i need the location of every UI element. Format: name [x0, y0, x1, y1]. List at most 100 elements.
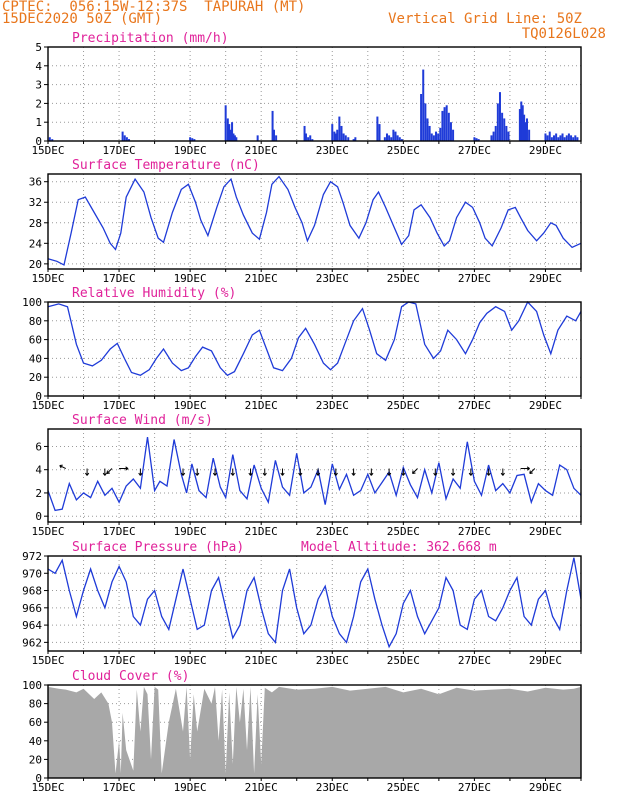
wind-barb-shaft — [412, 468, 418, 474]
x-tick-label: 15DEC — [31, 781, 64, 794]
precip-bar — [334, 133, 337, 141]
precip-bar — [548, 131, 551, 141]
wind-barb — [315, 468, 321, 476]
precip-bar — [473, 137, 476, 141]
wind-barb-head — [452, 472, 456, 476]
precip-bar — [452, 129, 455, 141]
y-tick-label: 1 — [35, 116, 42, 129]
wind-barb-head — [353, 472, 356, 476]
wind-barb-head — [264, 472, 267, 476]
wind-barb-head — [86, 472, 90, 476]
panel-frame — [47, 301, 582, 397]
panel-title: Surface Wind (m/s) — [72, 413, 213, 428]
precip-bar — [494, 125, 497, 141]
x-tick-label: 17DEC — [103, 781, 136, 794]
y-tick-label: 0 — [35, 772, 42, 785]
y-tick-label: 32 — [29, 196, 42, 209]
wind-barb-head — [370, 472, 374, 476]
x-tick-label: 21DEC — [245, 144, 278, 157]
precip-bar — [507, 131, 510, 141]
precip-bar — [445, 105, 448, 141]
precip-bar — [338, 116, 341, 141]
y-tick-label: 962 — [22, 636, 42, 649]
precip-bar — [552, 135, 555, 141]
wind-barb-head — [282, 472, 285, 476]
wind-barb — [248, 468, 253, 476]
x-tick-label: 17DEC — [103, 144, 136, 157]
x-tick-label: 15DEC — [31, 654, 64, 667]
series-line — [47, 557, 582, 649]
x-tick-label: 17DEC — [103, 525, 136, 538]
precip-bar — [449, 122, 452, 141]
cloud-cover-area — [48, 686, 581, 778]
panel-5 — [44, 684, 582, 781]
panel-3 — [44, 428, 582, 525]
wind-barb — [180, 468, 186, 476]
x-tick-label: 23DEC — [316, 781, 349, 794]
precip-bar — [400, 139, 403, 141]
y-tick-label: 966 — [22, 602, 42, 615]
precip-bar — [385, 133, 388, 141]
precip-bar — [390, 137, 393, 141]
precip-bar — [525, 118, 528, 141]
y-tick-label: 0 — [35, 135, 42, 148]
panel-4 — [44, 555, 582, 654]
panel-frame — [47, 173, 582, 270]
x-tick-label: 19DEC — [174, 399, 207, 412]
wind-barb-head — [182, 472, 186, 476]
x-tick-label: 15DEC — [31, 525, 64, 538]
x-tick-label: 17DEC — [103, 654, 136, 667]
precip-bar — [430, 133, 433, 141]
y-tick-label: 3 — [35, 79, 42, 92]
precip-bar — [229, 129, 232, 141]
panel-title: Relative Humidity (%) — [72, 286, 236, 301]
precip-bar — [496, 103, 499, 141]
wind-barb-head — [388, 472, 392, 476]
wind-barb-head — [335, 472, 338, 476]
y-tick-label: 0 — [35, 510, 42, 523]
precip-bar — [271, 110, 274, 141]
precip-bar — [331, 124, 334, 141]
x-tick-label: 25DEC — [387, 525, 420, 538]
precip-bar — [447, 112, 450, 141]
y-tick-label: 60 — [29, 716, 42, 729]
precip-bar — [492, 131, 495, 141]
precip-bar — [576, 137, 579, 141]
precip-bar — [555, 133, 558, 141]
station-header: CPTEC: 056:15W-12:37S TAPURAH (MT) — [2, 0, 306, 15]
precip-bar — [546, 135, 549, 141]
model-altitude: Model Altitude: 362.668 m — [301, 540, 497, 555]
precip-bar — [426, 118, 429, 141]
x-tick-label: 21DEC — [245, 525, 278, 538]
wind-barb — [102, 468, 107, 476]
wind-barb-head — [139, 472, 143, 476]
wind-barb — [450, 468, 456, 476]
y-tick-label: 972 — [22, 550, 42, 563]
wind-barb — [84, 468, 90, 476]
panel-title: Surface Temperature (nC) — [72, 158, 260, 173]
wind-barb — [486, 468, 491, 476]
wind-barb — [412, 468, 418, 475]
wind-barb-head — [299, 472, 303, 476]
y-tick-label: 2 — [35, 97, 42, 110]
panel-title: Surface Pressure (hPa) — [72, 540, 244, 555]
y-tick-label: 36 — [29, 176, 42, 189]
precip-bar — [523, 114, 526, 141]
wind-barb — [529, 468, 536, 475]
precip-bar — [528, 129, 531, 141]
wind-barb-head — [529, 472, 533, 475]
series-line — [47, 437, 582, 512]
panel-frame — [47, 555, 582, 652]
precip-bar — [501, 112, 504, 141]
x-tick-label: 21DEC — [245, 399, 278, 412]
panel-1 — [44, 173, 582, 272]
precip-bar — [304, 133, 307, 141]
wind-barb — [280, 468, 285, 476]
precip-bar — [557, 137, 560, 141]
x-tick-label: 29DEC — [529, 781, 562, 794]
wind-barb-shaft — [59, 465, 66, 469]
x-tick-label: 19DEC — [174, 272, 207, 285]
wind-barb-head — [317, 472, 321, 476]
y-tick-label: 80 — [29, 315, 42, 328]
precip-bar — [123, 135, 126, 141]
